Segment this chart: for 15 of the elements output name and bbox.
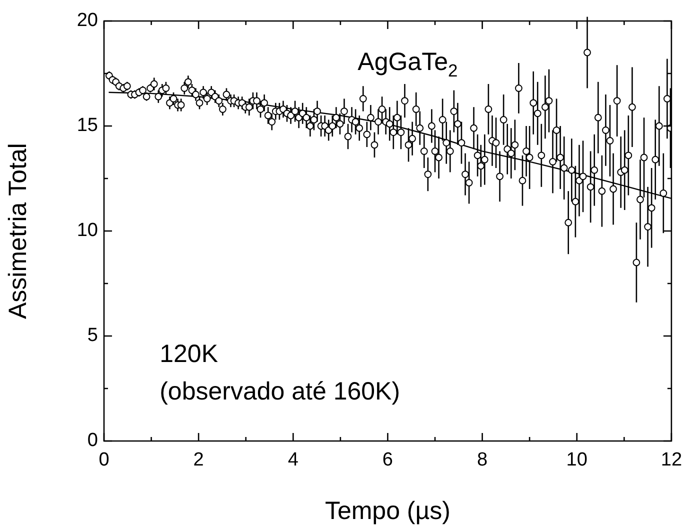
x-tick-label: 8 xyxy=(477,450,488,471)
annotation: 120K xyxy=(160,340,218,368)
x-tick-label: 4 xyxy=(288,450,299,471)
y-axis-title: Assimetria Total xyxy=(4,143,32,319)
y-tick-label: 20 xyxy=(76,10,98,32)
x-tick-label: 2 xyxy=(193,450,204,471)
y-tick-label: 5 xyxy=(87,325,98,346)
x-axis-title: Tempo (µs) xyxy=(324,496,450,525)
x-tick-label: 10 xyxy=(566,450,588,471)
y-tick-label: 10 xyxy=(76,220,98,242)
y-tick-label: 15 xyxy=(76,115,98,136)
x-tick-label: 6 xyxy=(382,450,394,471)
annotation: (observado até 160K) xyxy=(160,378,400,406)
x-tick-label: 12 xyxy=(660,450,682,471)
y-tick-label: 0 xyxy=(87,430,98,452)
